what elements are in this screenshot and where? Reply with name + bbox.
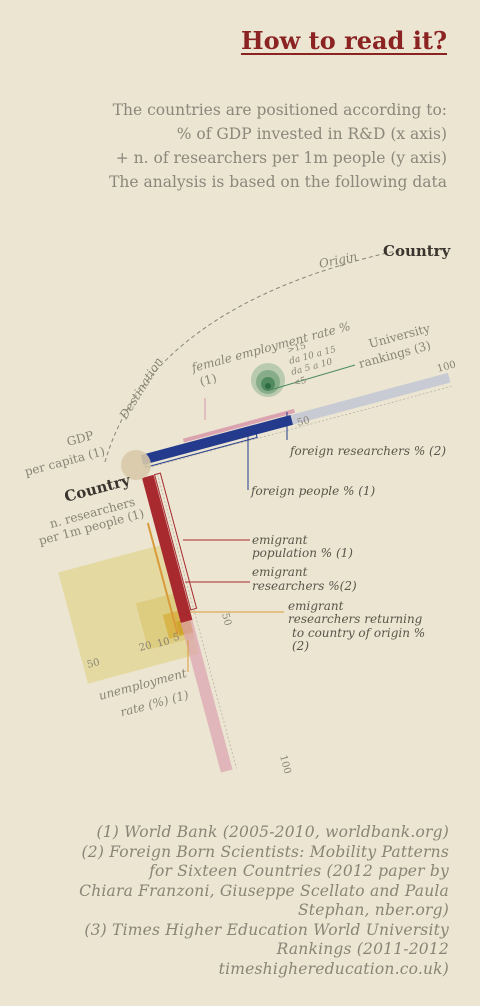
footer-line-4: Chiara Franzoni, Giuseppe Scellato and P… — [79, 881, 449, 900]
emigrant-res-label-2: researchers %(2) — [252, 579, 357, 593]
footer-line-7: Rankings (2011-2012 — [276, 940, 449, 958]
page-title: How to read it? — [240, 26, 447, 55]
tick-100-horizontal: 100 — [436, 359, 457, 375]
intro-line-2: % of GDP invested in R&D (x axis) — [176, 125, 447, 143]
emigrant-res-label-1: emigrant — [252, 565, 308, 579]
footer-line-6: (3) Times Higher Education World Univers… — [84, 920, 449, 939]
intro-line-4: The analysis is based on the following d… — [109, 173, 447, 191]
gdp-label-1: GDP — [65, 428, 95, 449]
returning-line — [146, 522, 179, 635]
footer-line-5: Stephan, nber.org) — [297, 901, 449, 919]
emigrant-pop-label-1: emigrant — [252, 533, 308, 547]
gdp-label-2: per capita (1) — [23, 444, 106, 479]
unemp-5-label: 5 — [172, 632, 181, 644]
rank-lt5-label: <5 — [292, 376, 308, 389]
emigrant-researchers-bar — [142, 474, 193, 623]
vertical-axis — [142, 472, 237, 773]
foreign-people-label: foreign people % (1) — [250, 484, 376, 498]
university-circles — [251, 363, 356, 397]
footer-line-1: (1) World Bank (2005-2010, worldbank.org… — [96, 823, 449, 841]
vertical-ticks-line — [157, 473, 237, 769]
intro-text: The countries are positioned according t… — [27, 98, 447, 194]
origin-destination-arc — [104, 249, 401, 463]
foreign-researchers-label: foreign researchers % (2) — [289, 444, 446, 458]
ranking-leader-line — [269, 364, 356, 391]
emigrant-population-outline — [153, 472, 198, 611]
unemp-50-label: 50 — [86, 657, 101, 671]
female-employment-bar — [182, 408, 295, 443]
footer-line-3: for Sixteen Countries (2012 paper by — [149, 862, 449, 880]
horizontal-axis — [140, 372, 452, 469]
unemp-10-label: 10 — [156, 636, 171, 650]
returning-label-4: (2) — [292, 639, 309, 653]
intro-line-3: + n. of researchers per 1m people (y axi… — [115, 149, 447, 167]
footer-line-2: (2) Foreign Born Scientists: Mobility Pa… — [81, 842, 449, 861]
intro-line-1: The countries are positioned according t… — [112, 101, 447, 119]
ranking-circle-lt5 — [265, 383, 271, 389]
country-top-label: Country — [383, 242, 452, 260]
female-label-2: (1) — [198, 371, 218, 389]
tick-100-vertical: 100 — [277, 754, 293, 775]
origin-label: Origin — [318, 249, 359, 271]
footer-line-8: timeshighereducation.co.uk) — [218, 959, 449, 978]
emigrant-pop-label-2: population % (1) — [252, 546, 353, 560]
sources-footer: (1) World Bank (2005-2010, worldbank.org… — [9, 823, 449, 979]
returning-label-3: to country of origin % — [292, 626, 425, 640]
unemployment-square-50 — [58, 542, 200, 684]
unemployment-squares — [58, 542, 200, 684]
unemp-20-label: 20 — [138, 640, 153, 654]
returning-label-1: emigrant — [288, 599, 344, 613]
gdp-circle — [121, 450, 151, 480]
rank-gt15-label: >15 — [286, 341, 307, 356]
destination-label: Destination — [116, 355, 166, 423]
returning-label-2: researchers returning — [288, 612, 423, 626]
tick-50-horizontal: 50 — [296, 415, 311, 429]
tick-50-vertical: 50 — [219, 612, 233, 627]
horizontal-ticks-line — [144, 386, 452, 469]
foreign-researchers-bar — [140, 415, 294, 465]
